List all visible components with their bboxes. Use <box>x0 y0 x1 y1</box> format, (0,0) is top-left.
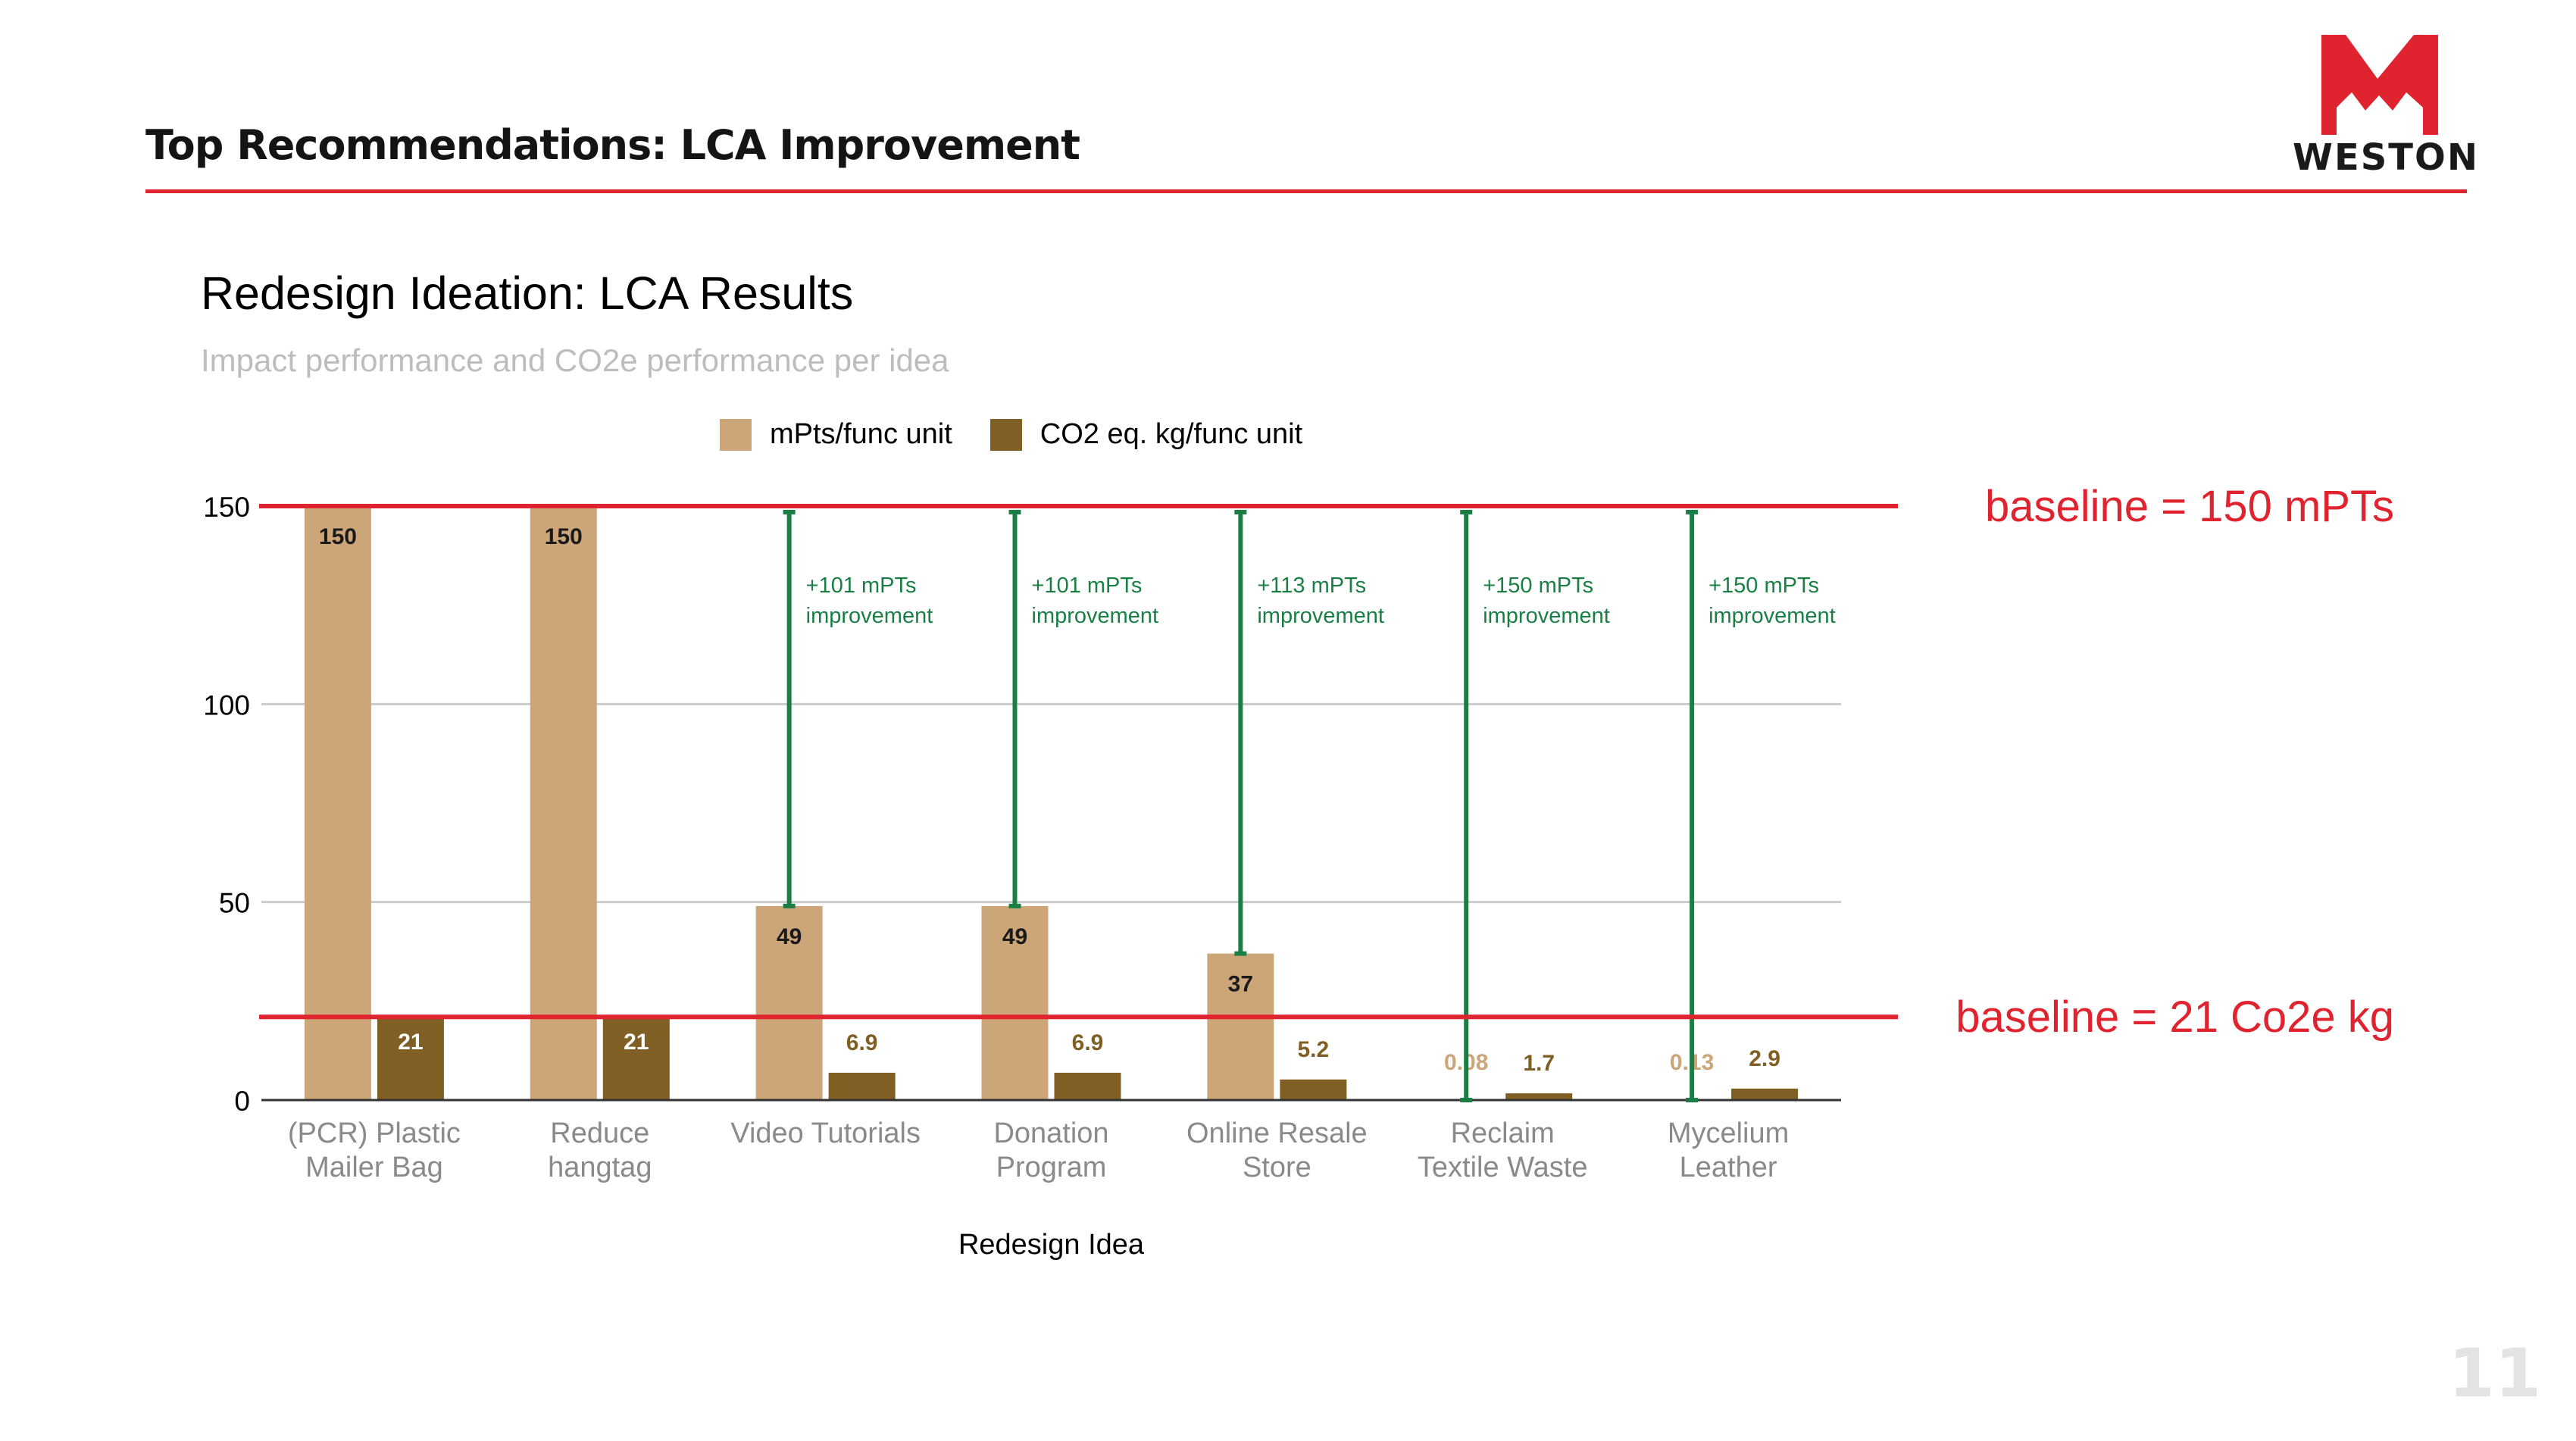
legend-label-mpts: mPts/func unit <box>770 418 952 450</box>
x-category-label: hangtag <box>548 1152 652 1183</box>
bar-co2 <box>1731 1088 1799 1100</box>
y-tick-label: 150 <box>203 492 250 523</box>
improvement-label: +113 mPTs <box>1257 574 1366 598</box>
data-label-co2: 2.9 <box>1749 1046 1780 1071</box>
legend-swatch-mpts <box>720 418 752 451</box>
header-divider <box>145 189 2467 193</box>
improvement-label: +101 mPTs <box>806 574 917 598</box>
x-category-label: Reduce <box>550 1117 649 1149</box>
mountain-logo-icon <box>2321 35 2438 135</box>
bar-mpts <box>755 905 823 1100</box>
bar-co2 <box>1505 1093 1573 1100</box>
x-category-label: Video Tutorials <box>730 1117 921 1149</box>
baseline-co2-label: baseline = 21 Co2e kg <box>1955 992 2394 1042</box>
x-category-label: (PCR) Plastic <box>288 1117 461 1149</box>
x-category-label: Mycelium <box>1668 1117 1789 1149</box>
baseline-mpts-label: baseline = 150 mPTs <box>1985 482 2394 531</box>
improvement-label: +101 mPTs <box>1032 574 1143 598</box>
chart-legend: mPts/func unit CO2 eq. kg/func unit <box>720 418 1318 451</box>
data-label-mpts: 150 <box>319 524 357 549</box>
page-number: 11 <box>2448 1334 2541 1412</box>
bar-mpts <box>304 506 371 1100</box>
bar-co2 <box>602 1017 670 1100</box>
slide-title: Top Recommendations: LCA Improvement <box>145 121 1080 169</box>
data-label-mpts: 150 <box>545 524 583 549</box>
data-label-co2: 21 <box>398 1030 423 1055</box>
bar-mpts <box>981 905 1049 1100</box>
x-category-label: Program <box>996 1152 1107 1183</box>
weston-logo: WESTON <box>2293 29 2480 180</box>
bar-co2 <box>377 1017 444 1100</box>
x-category-label: Mailer Bag <box>305 1152 443 1183</box>
data-label-mpts: 49 <box>777 924 802 949</box>
x-category-label: Reclaim <box>1451 1117 1555 1149</box>
improvement-label: improvement <box>806 604 933 628</box>
x-category-label: Online Resale <box>1186 1117 1368 1149</box>
legend-label-co2: CO2 eq. kg/func unit <box>1039 418 1303 450</box>
data-label-co2: 6.9 <box>1072 1030 1104 1055</box>
chart-title: Redesign Ideation: LCA Results <box>201 267 854 319</box>
logo-wordmark: WESTON <box>2293 136 2480 179</box>
y-tick-label: 50 <box>219 888 250 919</box>
improvement-label: improvement <box>1257 604 1384 628</box>
legend-item-mpts: mPts/func unit <box>720 418 952 451</box>
improvement-label: improvement <box>1032 604 1159 628</box>
x-category-label: Leather <box>1680 1152 1777 1183</box>
bar-co2 <box>1054 1072 1121 1100</box>
data-label-co2: 21 <box>624 1030 649 1055</box>
data-label-co2: 1.7 <box>1523 1051 1555 1076</box>
improvement-label: +150 mPTs <box>1483 574 1593 598</box>
bar-mpts <box>530 506 597 1100</box>
y-tick-label: 100 <box>203 689 250 720</box>
y-tick-label: 0 <box>234 1086 250 1117</box>
legend-swatch-co2 <box>989 418 1022 451</box>
improvement-label: improvement <box>1483 604 1610 628</box>
bar-mpts <box>1207 953 1274 1100</box>
bar-co2 <box>1280 1079 1347 1100</box>
improvement-label: improvement <box>1708 604 1836 628</box>
data-label-mpts: 37 <box>1228 972 1253 997</box>
x-axis-title: Redesign Idea <box>958 1229 1145 1261</box>
bar-co2 <box>828 1072 896 1100</box>
data-label-co2: 5.2 <box>1297 1037 1329 1062</box>
x-category-label: Donation <box>993 1117 1108 1149</box>
x-category-label: Store <box>1243 1152 1311 1183</box>
data-label-co2: 6.9 <box>846 1030 878 1055</box>
data-label-mpts: 49 <box>1002 924 1027 949</box>
chart-subtitle: Impact performance and CO2e performance … <box>201 342 949 378</box>
x-category-label: Textile Waste <box>1418 1152 1588 1183</box>
legend-item-co2: CO2 eq. kg/func unit <box>989 418 1303 451</box>
improvement-label: +150 mPTs <box>1708 574 1819 598</box>
